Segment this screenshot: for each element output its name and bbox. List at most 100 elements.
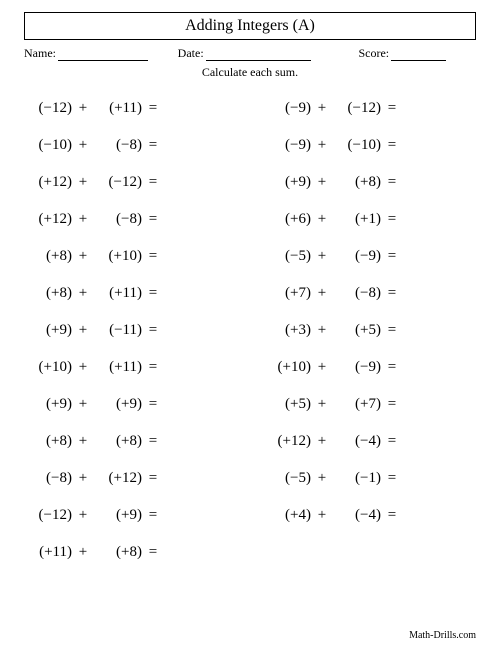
operator-plus: + (72, 174, 94, 191)
equals-sign: = (142, 507, 164, 524)
problem-row: (+9)+(−11)= (24, 312, 237, 349)
operand-a: (−9) (263, 137, 311, 154)
operand-a: (+5) (263, 396, 311, 413)
problem-row: (+4)+(−4)= (263, 497, 476, 534)
problem-row: (−9)+(−12)= (263, 90, 476, 127)
operand-b: (+11) (94, 100, 142, 117)
equals-sign: = (142, 544, 164, 561)
problem-row: (−12)+(+11)= (24, 90, 237, 127)
operator-plus: + (311, 359, 333, 376)
equals-sign: = (142, 100, 164, 117)
equals-sign: = (381, 470, 403, 487)
operand-b: (−8) (94, 211, 142, 228)
problem-row: (−5)+(−9)= (263, 238, 476, 275)
operator-plus: + (72, 100, 94, 117)
equals-sign: = (381, 396, 403, 413)
equals-sign: = (381, 359, 403, 376)
operator-plus: + (72, 396, 94, 413)
problems-column-right: (−9)+(−12)=(−9)+(−10)=(+9)+(+8)=(+6)+(+1… (263, 90, 476, 571)
problem-row: (+8)+(+10)= (24, 238, 237, 275)
operand-b: (−8) (94, 137, 142, 154)
problem-row: (+10)+(+11)= (24, 349, 237, 386)
equals-sign: = (142, 433, 164, 450)
date-label: Date: (178, 46, 204, 61)
operand-a: (+12) (263, 433, 311, 450)
problem-row: (−9)+(−10)= (263, 127, 476, 164)
operand-a: (+9) (263, 174, 311, 191)
problem-row: (−10)+(−8)= (24, 127, 237, 164)
operator-plus: + (72, 322, 94, 339)
operand-a: (−9) (263, 100, 311, 117)
operator-plus: + (72, 359, 94, 376)
operand-a: (+10) (24, 359, 72, 376)
problem-row: (+7)+(−8)= (263, 275, 476, 312)
problem-row: (+3)+(+5)= (263, 312, 476, 349)
instructions: Calculate each sum. (24, 65, 476, 80)
name-blank[interactable] (58, 48, 148, 61)
operand-b: (−12) (333, 100, 381, 117)
header-row: Name: Date: Score: (24, 46, 476, 61)
operand-b: (+8) (94, 544, 142, 561)
score-field: Score: (358, 46, 476, 61)
operator-plus: + (72, 248, 94, 265)
operator-plus: + (311, 174, 333, 191)
operand-a: (+11) (24, 544, 72, 561)
problem-row: (+6)+(+1)= (263, 201, 476, 238)
operand-a: (+9) (24, 322, 72, 339)
score-label: Score: (358, 46, 389, 61)
operand-a: (+8) (24, 433, 72, 450)
problem-row: (+8)+(+11)= (24, 275, 237, 312)
operator-plus: + (311, 396, 333, 413)
worksheet-page: Adding Integers (A) Name: Date: Score: C… (0, 0, 500, 647)
problem-row: (+8)+(+8)= (24, 423, 237, 460)
problems-column-left: (−12)+(+11)=(−10)+(−8)=(+12)+(−12)=(+12)… (24, 90, 237, 571)
problem-row: (+10)+(−9)= (263, 349, 476, 386)
operator-plus: + (311, 285, 333, 302)
problem-row: (+12)+(−12)= (24, 164, 237, 201)
operand-b: (+8) (333, 174, 381, 191)
operand-b: (+11) (94, 359, 142, 376)
problem-row: (−8)+(+12)= (24, 460, 237, 497)
operator-plus: + (72, 211, 94, 228)
operand-b: (+5) (333, 322, 381, 339)
operand-a: (+8) (24, 248, 72, 265)
page-title: Adding Integers (A) (24, 12, 476, 40)
operand-b: (−11) (94, 322, 142, 339)
operator-plus: + (311, 433, 333, 450)
operand-b: (+1) (333, 211, 381, 228)
operator-plus: + (311, 211, 333, 228)
equals-sign: = (142, 359, 164, 376)
operator-plus: + (72, 544, 94, 561)
operator-plus: + (311, 322, 333, 339)
equals-sign: = (142, 322, 164, 339)
equals-sign: = (142, 137, 164, 154)
problem-row: (+9)+(+8)= (263, 164, 476, 201)
problem-row: (+5)+(+7)= (263, 386, 476, 423)
name-label: Name: (24, 46, 56, 61)
operator-plus: + (72, 433, 94, 450)
problem-row: (−5)+(−1)= (263, 460, 476, 497)
operator-plus: + (72, 507, 94, 524)
equals-sign: = (381, 174, 403, 191)
operand-b: (+12) (94, 470, 142, 487)
score-blank[interactable] (391, 48, 446, 61)
equals-sign: = (381, 100, 403, 117)
equals-sign: = (381, 211, 403, 228)
operand-a: (+7) (263, 285, 311, 302)
operand-b: (−8) (333, 285, 381, 302)
equals-sign: = (142, 470, 164, 487)
operand-a: (−12) (24, 507, 72, 524)
operator-plus: + (311, 507, 333, 524)
operand-b: (−9) (333, 359, 381, 376)
operand-b: (+9) (94, 507, 142, 524)
equals-sign: = (381, 285, 403, 302)
operator-plus: + (311, 100, 333, 117)
date-blank[interactable] (206, 48, 311, 61)
problem-row: (+9)+(+9)= (24, 386, 237, 423)
date-field: Date: (178, 46, 359, 61)
operand-a: (+12) (24, 174, 72, 191)
equals-sign: = (142, 285, 164, 302)
equals-sign: = (381, 137, 403, 154)
operator-plus: + (311, 137, 333, 154)
operand-b: (−1) (333, 470, 381, 487)
